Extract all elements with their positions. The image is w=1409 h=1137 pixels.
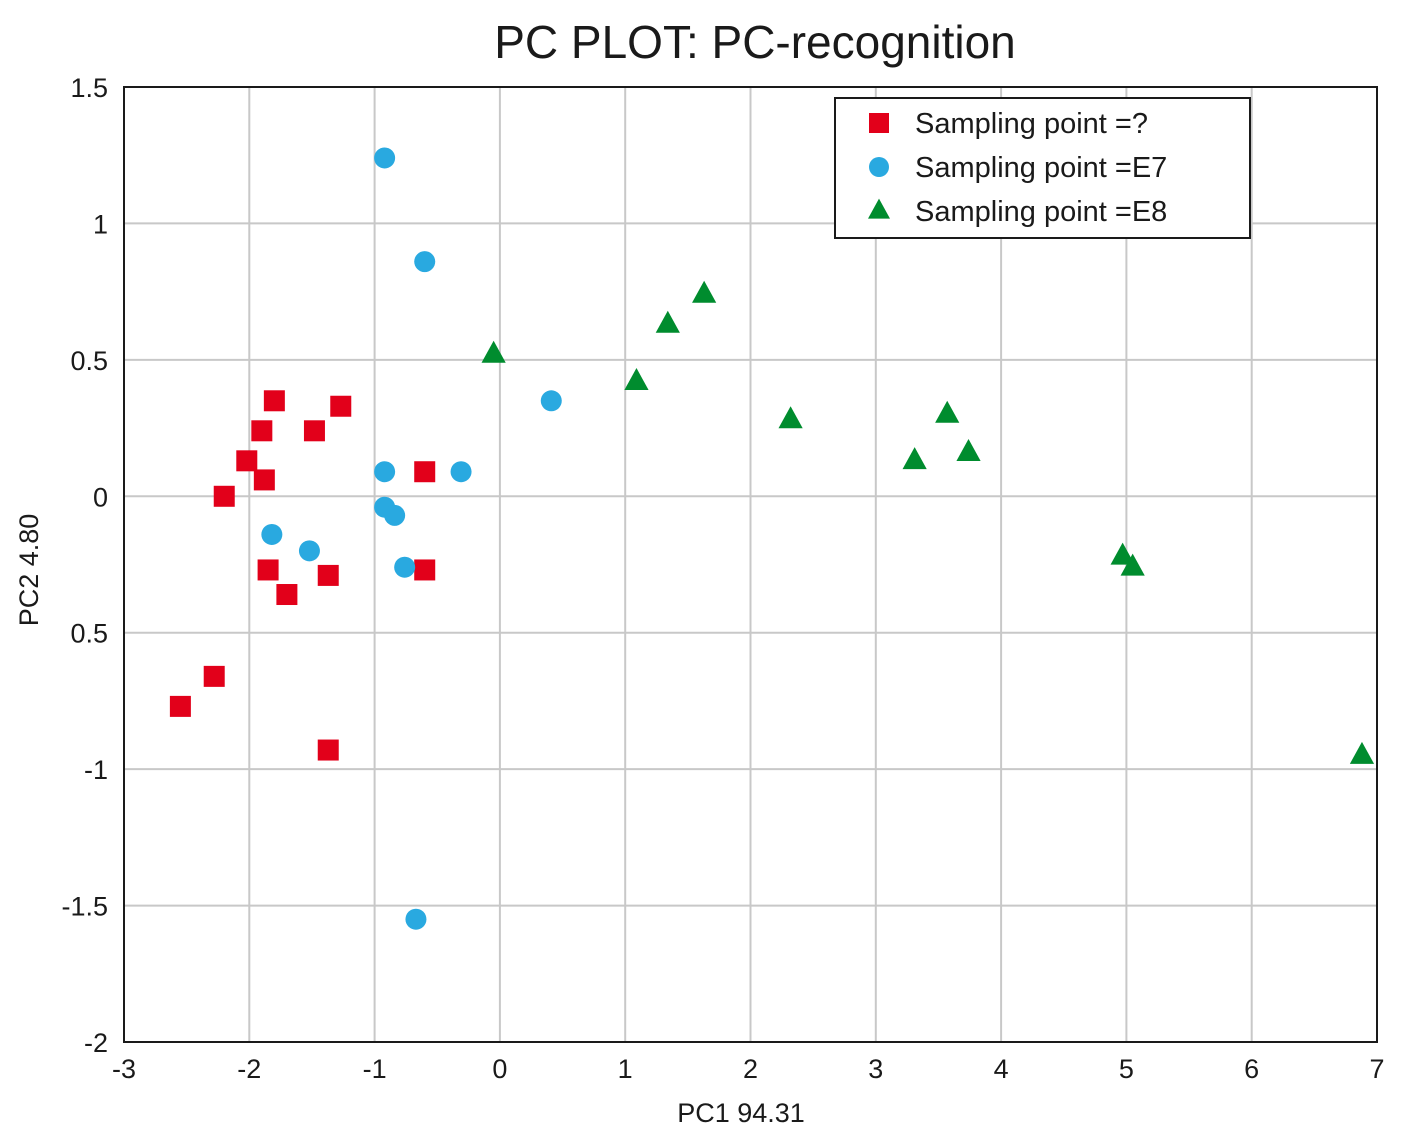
y-tick-label: 1 [93,209,108,239]
triangle-data-point [1110,542,1135,565]
square-data-point [203,665,225,687]
legend-box [834,97,1251,239]
legend-marker-circle [869,157,889,177]
circle-data-point [540,390,562,412]
x-tick-label: 7 [1369,1054,1384,1084]
square-data-point [169,695,191,717]
y-tick-label: 0.5 [70,619,108,649]
circle-data-point [261,523,283,545]
triangle-data-point [956,438,981,461]
y-tick-label: 0.5 [70,346,108,376]
x-tick-label: 4 [994,1054,1009,1084]
x-tick-label: -2 [237,1054,261,1084]
square-data-point [330,395,352,417]
triangle-data-point [778,406,803,429]
circle-data-point [394,556,416,578]
y-tick-label: 1.5 [70,73,108,103]
triangle-data-point [655,310,680,333]
legend-label: Sampling point =E8 [915,196,1167,228]
y-tick-label: -1.5 [61,892,108,922]
circle-data-point [405,908,427,930]
x-tick-label: 2 [743,1054,758,1084]
square-data-point [317,739,339,761]
x-tick-label: 0 [492,1054,507,1084]
triangle-data-point [902,447,927,470]
triangle-data-point [935,400,960,423]
y-tick-label: -1 [84,755,108,785]
square-data-point [414,461,436,483]
square-data-point [257,559,279,581]
x-tick-label: 6 [1244,1054,1259,1084]
square-data-point [276,584,298,606]
x-tick-label: 3 [868,1054,883,1084]
legend-label: Sampling point =E7 [915,152,1167,184]
triangle-data-point [481,340,506,363]
square-data-point [213,485,235,507]
square-data-point [414,559,436,581]
data-points [169,147,1375,930]
axis-ticks: -3 -2 -1 0 1 2 3 4 5 6 71.510.500.5-1-1.5-2 [61,73,1384,1084]
square-data-point [303,420,325,442]
x-tick-label: 1 [618,1054,633,1084]
circle-data-point [450,461,472,483]
triangle-data-point [692,280,717,303]
circle-data-point [384,504,406,526]
square-data-point [263,390,285,412]
triangle-data-point [1349,741,1375,764]
square-data-point [253,469,275,491]
triangle-data-point [624,368,649,391]
legend: Sampling point =? Sampling point =E7 Sampl… [834,97,1251,239]
circle-data-point [298,540,320,562]
y-axis-label: PC2 4.80 [14,514,44,627]
y-tick-label: 0 [93,482,108,512]
square-data-point [236,450,258,472]
y-tick-label: -2 [84,1028,108,1058]
legend-marker-triangle [868,198,890,219]
legend-marker-square [869,113,889,133]
x-tick-label: 5 [1119,1054,1134,1084]
square-data-point [251,420,273,442]
circle-data-point [414,251,436,273]
legend-label: Sampling point =? [915,108,1148,140]
circle-data-point [374,461,396,483]
square-data-point [317,564,339,586]
x-axis-label: PC1 94.31 [677,1098,805,1128]
circle-data-point [374,147,396,169]
triangle-data-point [1120,553,1145,576]
chart-title: PC PLOT: PC-recognition [494,16,1016,68]
x-tick-label: -3 [112,1054,136,1084]
x-tick-label: -1 [363,1054,387,1084]
plot-frame [123,86,1378,1043]
